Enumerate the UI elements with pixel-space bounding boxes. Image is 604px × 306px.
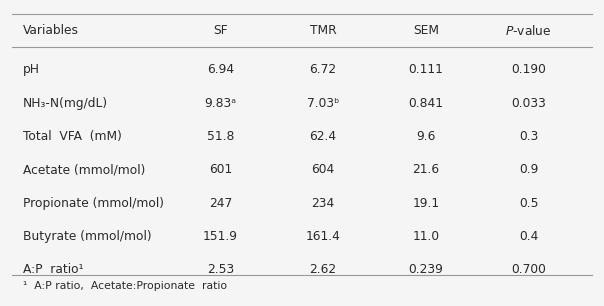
Text: 0.841: 0.841	[408, 97, 443, 110]
Text: 0.239: 0.239	[408, 263, 443, 276]
Text: $\it{P}$-value: $\it{P}$-value	[505, 24, 552, 38]
Text: Butyrate (mmol/mol): Butyrate (mmol/mol)	[23, 230, 152, 243]
Text: Total  VFA  (mM): Total VFA (mM)	[23, 130, 122, 143]
Text: 151.9: 151.9	[203, 230, 238, 243]
Text: 7.03ᵇ: 7.03ᵇ	[307, 97, 339, 110]
Text: 0.033: 0.033	[511, 97, 546, 110]
Text: 6.94: 6.94	[207, 63, 234, 76]
Text: SF: SF	[213, 24, 228, 37]
Text: 51.8: 51.8	[207, 130, 234, 143]
Text: NH₃-N(mg/dL): NH₃-N(mg/dL)	[23, 97, 108, 110]
Text: pH: pH	[23, 63, 40, 76]
Text: 2.53: 2.53	[207, 263, 234, 276]
Text: 2.62: 2.62	[310, 263, 336, 276]
Text: TMR: TMR	[310, 24, 336, 37]
Text: 0.700: 0.700	[511, 263, 546, 276]
Text: Variables: Variables	[23, 24, 79, 37]
Text: 21.6: 21.6	[413, 163, 439, 176]
Text: Propionate (mmol/mol): Propionate (mmol/mol)	[23, 197, 164, 210]
Text: 0.5: 0.5	[519, 197, 538, 210]
Text: 601: 601	[209, 163, 232, 176]
Text: 0.4: 0.4	[519, 230, 538, 243]
Text: 0.190: 0.190	[511, 63, 546, 76]
Text: 9.6: 9.6	[416, 130, 435, 143]
Text: SEM: SEM	[413, 24, 439, 37]
Text: 247: 247	[209, 197, 232, 210]
Text: 6.72: 6.72	[310, 63, 336, 76]
Text: Acetate (mmol/mol): Acetate (mmol/mol)	[23, 163, 146, 176]
Text: 161.4: 161.4	[306, 230, 341, 243]
Text: 9.83ᵃ: 9.83ᵃ	[204, 97, 237, 110]
Text: 11.0: 11.0	[413, 230, 439, 243]
Text: ¹  A:P ratio,  Acetate:Propionate  ratio: ¹ A:P ratio, Acetate:Propionate ratio	[23, 281, 227, 291]
Text: 0.111: 0.111	[408, 63, 443, 76]
Text: 234: 234	[312, 197, 335, 210]
Text: A:P  ratio¹: A:P ratio¹	[23, 263, 83, 276]
Text: 62.4: 62.4	[310, 130, 336, 143]
Text: 19.1: 19.1	[413, 197, 439, 210]
Text: 0.3: 0.3	[519, 130, 538, 143]
Text: 604: 604	[312, 163, 335, 176]
Text: 0.9: 0.9	[519, 163, 538, 176]
